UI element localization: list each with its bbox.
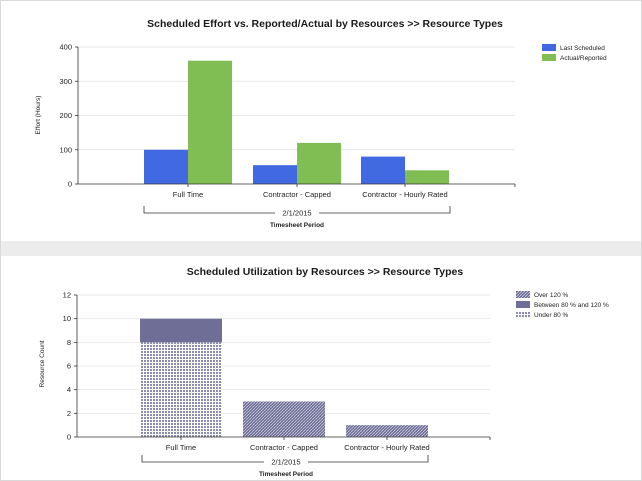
effort-chart-gridlines <box>78 46 515 151</box>
effort-chart: Scheduled Effort vs. Reported/Actual by … <box>35 18 607 229</box>
category-label: Full Time <box>173 190 203 199</box>
chart-separator <box>1 241 641 256</box>
effort-chart-axes <box>75 46 516 187</box>
effort-chart-group-bracket <box>143 206 451 218</box>
legend-label-under-80: Under 80 % <box>534 312 569 319</box>
bar-actual-reported-full-time <box>188 60 232 185</box>
y-tick-label: 0 <box>67 433 71 442</box>
legend-label-actual-reported: Actual/Reported <box>560 55 607 62</box>
bar-under-80-full-time <box>140 342 222 437</box>
effort-chart-bars <box>144 60 449 185</box>
y-tick-label: 2 <box>67 409 71 418</box>
bar-actual-reported-contractor-hourly-rated <box>405 170 449 184</box>
utilization-chart-legend: Over 120 % Between 80 % and 120 % Under … <box>516 291 609 319</box>
bar-over-120-contractor-capped <box>243 401 325 437</box>
category-label: Contractor - Hourly Rated <box>344 443 429 452</box>
y-tick-label: 12 <box>63 291 71 300</box>
effort-chart-categories: Full Time Contractor - Capped Contractor -… <box>173 190 448 199</box>
utilization-chart: Scheduled Utilization by Resources >> Re… <box>39 266 609 478</box>
y-tick-label: 200 <box>59 111 72 120</box>
bar-over-120-contractor-hourly-rated <box>346 425 428 437</box>
legend-swatch-under-80 <box>516 311 530 318</box>
effort-chart-group-label: 2/1/2015 <box>282 209 311 218</box>
legend-swatch-between-80-120 <box>516 301 530 308</box>
utilization-chart-gridlines <box>77 294 490 414</box>
legend-swatch-actual-reported <box>542 54 556 61</box>
bar-actual-reported-contractor-capped <box>297 142 341 184</box>
effort-chart-legend: Last Scheduled Actual/Reported <box>542 44 607 62</box>
utilization-chart-group-label: 2/1/2015 <box>271 458 300 467</box>
utilization-chart-y-label: Resource Count <box>39 340 46 387</box>
effort-chart-y-label: Effort (Hours) <box>35 96 42 135</box>
y-tick-label: 10 <box>63 314 71 323</box>
effort-chart-y-ticks: 0 100 200 300 400 <box>59 43 72 189</box>
y-tick-label: 6 <box>67 362 71 371</box>
legend-label-last-scheduled: Last Scheduled <box>560 45 605 52</box>
category-label: Contractor - Hourly Rated <box>362 190 447 199</box>
y-tick-label: 100 <box>59 145 72 154</box>
legend-label-between-80-120: Between 80 % and 120 % <box>534 302 609 309</box>
y-tick-label: 8 <box>67 338 71 347</box>
category-label: Contractor - Capped <box>250 443 318 452</box>
utilization-chart-x-label: Timesheet Period <box>259 471 313 478</box>
utilization-chart-axes <box>74 294 491 440</box>
y-tick-label: 0 <box>68 180 72 189</box>
bar-last-scheduled-contractor-capped <box>253 165 297 184</box>
utilization-chart-bars <box>140 318 428 437</box>
utilization-chart-title: Scheduled Utilization by Resources >> Re… <box>187 266 464 278</box>
bar-last-scheduled-full-time <box>144 149 188 184</box>
utilization-chart-group-bracket <box>141 455 429 467</box>
utilization-chart-categories: Full Time Contractor - Capped Contractor -… <box>166 443 430 452</box>
utilization-chart-y-ticks: 0 2 4 6 8 10 12 <box>63 291 71 442</box>
y-tick-label: 300 <box>59 77 72 86</box>
effort-chart-x-label: Timesheet Period <box>270 222 324 229</box>
legend-swatch-over-120 <box>516 291 530 298</box>
effort-chart-title: Scheduled Effort vs. Reported/Actual by … <box>147 18 503 30</box>
bar-last-scheduled-contractor-hourly-rated <box>361 156 405 184</box>
category-label: Full Time <box>166 443 196 452</box>
legend-label-over-120: Over 120 % <box>534 292 569 299</box>
bar-between-80-and-120-full-time <box>140 318 222 343</box>
legend-swatch-last-scheduled <box>542 44 556 51</box>
y-tick-label: 4 <box>67 385 71 394</box>
y-tick-label: 400 <box>59 43 72 52</box>
category-label: Contractor - Capped <box>263 190 331 199</box>
